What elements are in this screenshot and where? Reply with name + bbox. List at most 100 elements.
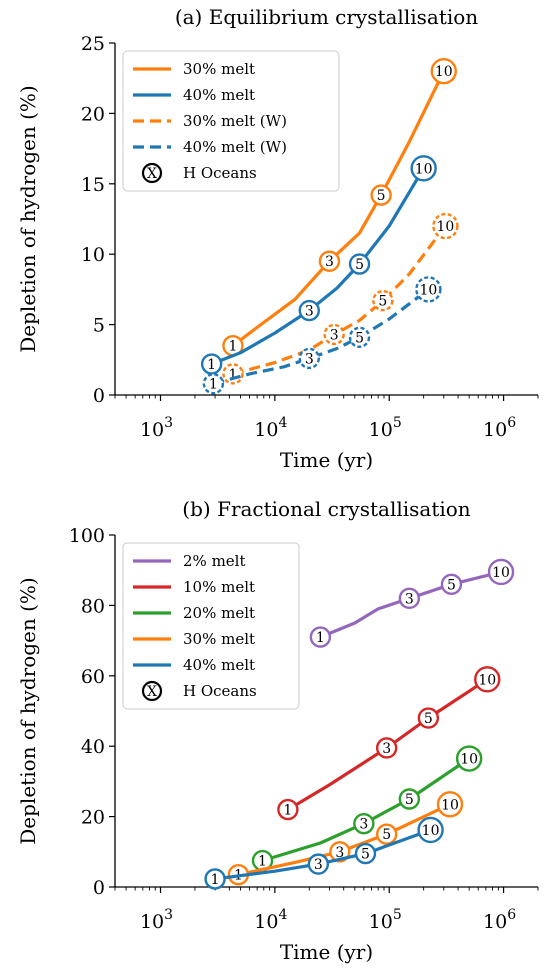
x-tick-label: 103 — [140, 907, 173, 933]
ocean-marker — [474, 666, 501, 693]
ocean-marker — [298, 299, 320, 322]
ocean-marker — [455, 745, 483, 772]
x-tick-label: 104 — [254, 907, 287, 933]
ocean-marker — [307, 853, 330, 875]
ocean-marker-label: 1 — [207, 357, 216, 373]
ocean-marker — [436, 791, 464, 818]
legend-label: 40% melt (W) — [183, 138, 287, 156]
ocean-marker-label: 5 — [378, 294, 387, 310]
ocean-marker — [353, 812, 375, 835]
ocean-marker-label: 5 — [355, 257, 364, 273]
x-tick-base: 10 — [140, 911, 164, 933]
y-axis-label: Depletion of hydrogen (%) — [16, 85, 40, 353]
y-tick-label: 60 — [81, 666, 105, 688]
legend-label: 10% melt — [183, 578, 255, 596]
y-tick-label: 25 — [81, 33, 105, 55]
chart-title: (a) Equilibrium crystallisation — [175, 5, 478, 29]
legend-box — [122, 50, 340, 192]
ocean-marker-label: 5 — [377, 188, 386, 204]
ocean-marker-label: 10 — [436, 219, 454, 235]
x-tick-exponent: 3 — [164, 907, 173, 923]
ocean-marker-label: 3 — [314, 857, 323, 873]
chart-equilibrium: (a) Equilibrium crystallisation051015202… — [16, 5, 539, 472]
ocean-marker — [204, 868, 226, 890]
ocean-marker-label: 10 — [441, 797, 459, 813]
ocean-marker-label: 3 — [325, 254, 334, 270]
x-tick-label: 105 — [369, 415, 402, 441]
ocean-marker — [318, 250, 341, 272]
ocean-marker-label: 5 — [447, 577, 456, 593]
ocean-marker — [398, 788, 421, 810]
ocean-marker-label: 1 — [258, 854, 267, 870]
y-tick-label: 40 — [81, 736, 105, 758]
ocean-marker-label: 5 — [382, 827, 391, 843]
series-line-0 — [231, 69, 446, 348]
ocean-marker — [348, 326, 371, 348]
ocean-marker-label: 3 — [335, 845, 344, 861]
x-tick-exponent: 4 — [278, 907, 287, 923]
ocean-marker — [487, 558, 515, 586]
y-tick-label: 20 — [81, 103, 105, 125]
legend-label: H Oceans — [183, 682, 257, 700]
x-tick-base: 10 — [369, 419, 393, 441]
x-tick-label: 105 — [369, 907, 402, 933]
legend-box — [122, 542, 300, 710]
legend-label: 30% melt — [183, 60, 255, 78]
x-tick-label: 106 — [483, 415, 516, 441]
legend-label: 40% melt — [183, 86, 255, 104]
ocean-marker-label: 1 — [209, 377, 218, 393]
x-tick-exponent: 5 — [393, 415, 402, 431]
y-tick-label: 0 — [93, 877, 105, 899]
ocean-marker-label: 10 — [415, 161, 433, 177]
ocean-marker — [298, 347, 320, 370]
ocean-marker — [415, 276, 442, 303]
ocean-marker — [432, 212, 459, 240]
x-tick-base: 10 — [140, 419, 164, 441]
ocean-marker — [348, 253, 371, 275]
x-tick-base: 10 — [483, 419, 507, 441]
ocean-marker-label: 10 — [419, 282, 437, 298]
ocean-marker — [372, 289, 394, 312]
chart-fractional: (b) Fractional crystallisation 0 20 40 60 80 1… — [16, 497, 539, 964]
x-tick-exponent: 4 — [278, 415, 287, 431]
legend-label: 20% melt — [183, 604, 255, 622]
ocean-marker — [375, 737, 398, 759]
ocean-marker — [417, 707, 440, 729]
x-tick-base: 10 — [254, 419, 278, 441]
ocean-marker-label: 5 — [361, 847, 370, 863]
x-tick-base: 10 — [254, 911, 278, 933]
ocean-marker-label: 1 — [228, 367, 237, 383]
series-line-2 — [232, 225, 447, 376]
ocean-marker — [354, 842, 377, 865]
y-tick-label: 0 — [93, 385, 105, 407]
ocean-marker-label: 5 — [405, 792, 414, 808]
x-tick-label: 104 — [254, 415, 287, 441]
ocean-marker-label: 5 — [355, 330, 364, 346]
legend-ocean-marker-symbol: X — [147, 166, 157, 182]
ocean-marker — [277, 798, 299, 821]
x-tick-label: 106 — [483, 907, 516, 933]
ocean-marker — [430, 57, 457, 85]
x-tick-exponent: 3 — [164, 415, 173, 431]
ocean-marker — [329, 841, 351, 863]
x-tick-label: 103 — [140, 415, 173, 441]
legend-label: 40% melt — [183, 656, 255, 674]
ocean-marker-label: 10 — [478, 672, 496, 688]
legend-ocean-marker-symbol: X — [147, 684, 157, 700]
chart-title: (b) Fractional crystallisation — [182, 497, 470, 521]
ocean-marker-label: 10 — [492, 565, 510, 581]
ocean-marker — [375, 823, 398, 845]
ocean-marker — [323, 323, 345, 346]
y-tick-label: 20 — [81, 807, 105, 829]
ocean-marker-label: 10 — [460, 752, 478, 768]
y-tick-label: 80 — [81, 595, 105, 617]
ocean-marker — [410, 155, 437, 182]
ocean-marker-label: 3 — [330, 327, 339, 343]
x-axis-label: Time (yr) — [280, 940, 373, 964]
x-axis-label: Time (yr) — [280, 448, 373, 472]
legend-label: 30% melt — [183, 630, 255, 648]
ocean-marker-label: 3 — [382, 741, 391, 757]
y-tick-label: 5 — [93, 315, 105, 337]
ocean-marker-label: 1 — [211, 872, 220, 888]
